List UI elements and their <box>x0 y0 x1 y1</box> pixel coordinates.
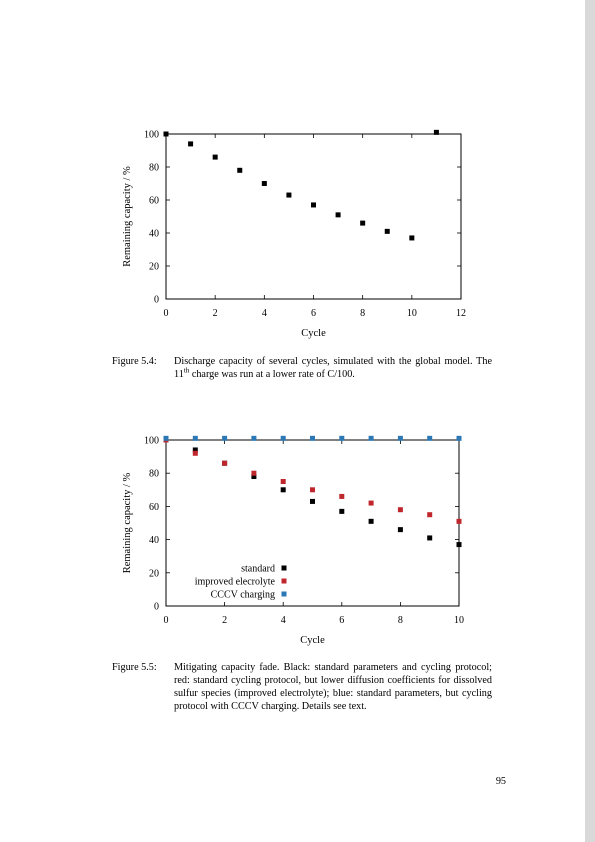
page-edge <box>585 0 595 842</box>
data-point <box>251 435 257 441</box>
x-tick-label: 0 <box>164 615 169 626</box>
data-point <box>397 527 403 533</box>
plot-frame <box>165 133 462 300</box>
y-tick-label: 80 <box>149 469 159 480</box>
data-point <box>427 512 433 518</box>
x-axis-label: Cycle <box>301 328 326 339</box>
y-tick-label: 100 <box>144 130 159 141</box>
y-axis-label: Remaining capacity / % <box>122 472 133 573</box>
data-point <box>286 192 292 198</box>
data-point <box>310 435 315 441</box>
x-tick-label: 10 <box>454 615 464 626</box>
data-point <box>280 487 286 493</box>
data-point <box>339 508 345 514</box>
legend-marker <box>281 565 287 571</box>
figure-5-5-label: Figure 5.5: <box>112 662 157 673</box>
data-point <box>427 535 433 541</box>
legend-label: standard <box>241 564 275 575</box>
data-point <box>310 487 315 493</box>
y-tick-label: 100 <box>144 436 159 447</box>
data-point <box>212 154 218 160</box>
x-tick-label: 10 <box>407 308 417 319</box>
data-point <box>335 212 341 218</box>
data-point <box>280 479 286 484</box>
data-point <box>456 435 462 441</box>
data-point <box>311 202 316 208</box>
x-tick-label: 6 <box>339 615 344 626</box>
data-point <box>188 141 194 147</box>
x-tick-label: 8 <box>398 615 403 626</box>
caption-text-part: Discharge capacity of several cycles, si… <box>174 356 492 380</box>
data-point <box>397 507 403 513</box>
x-tick-label: 2 <box>213 308 218 319</box>
figure-5-4-chart: 0 2 4 6 8 10 12 0 20 40 60 80 100 Cycle Remaining capa… <box>122 129 466 340</box>
data-point <box>339 435 345 441</box>
y-tick-label: 80 <box>149 163 159 174</box>
figure-5-5-caption: Figure 5.5: Mitigating capacity fade. Bl… <box>112 661 492 713</box>
y-tick-label: 0 <box>154 602 159 613</box>
data-point <box>280 435 286 441</box>
data-point <box>163 131 169 137</box>
data-point <box>368 500 374 506</box>
figure-5-4-label: Figure 5.4: <box>112 356 157 367</box>
data-point <box>409 235 415 241</box>
data-point <box>456 518 462 524</box>
data-point <box>368 518 374 524</box>
data-point <box>368 435 374 441</box>
x-tick-label: 8 <box>360 308 365 319</box>
data-point <box>192 447 198 453</box>
y-tick-label: 60 <box>149 502 159 513</box>
y-tick-label: 0 <box>154 295 159 306</box>
y-tick-label: 40 <box>149 229 159 240</box>
data-point <box>192 450 198 456</box>
caption-text-part: charge was run at a lower rate of C/100. <box>189 369 355 380</box>
x-tick-label: 0 <box>164 308 169 319</box>
data-point <box>261 181 267 186</box>
data-point <box>433 129 439 135</box>
data-point <box>192 435 198 441</box>
data-point <box>339 493 345 499</box>
x-tick-label: 2 <box>222 615 227 626</box>
data-point <box>251 470 257 476</box>
y-tick-label: 20 <box>149 568 159 579</box>
data-point <box>427 435 433 441</box>
data-point <box>384 228 390 234</box>
data-point <box>251 474 257 480</box>
data-point <box>222 435 228 441</box>
x-axis-label: Cycle <box>300 635 325 646</box>
data-point <box>222 460 228 466</box>
page-number: 95 <box>495 776 506 787</box>
figure-5-4-text: Discharge capacity of several cycles, si… <box>174 355 492 381</box>
x-tick-label: 4 <box>281 615 286 626</box>
data-point <box>237 167 243 173</box>
y-axis-label: Remaining capacity / % <box>122 166 133 267</box>
x-tick-label: 4 <box>262 308 267 319</box>
y-tick-label: 20 <box>149 262 159 273</box>
y-tick-label: 60 <box>149 196 159 207</box>
figure-5-4-caption: Figure 5.4: Discharge capacity of severa… <box>112 355 492 381</box>
y-tick-label: 40 <box>149 535 159 546</box>
data-point <box>397 435 403 441</box>
caption-superscript: th <box>183 366 190 375</box>
data-point <box>310 498 315 504</box>
x-tick-label: 6 <box>311 308 316 319</box>
legend-label: CCCV charging <box>211 590 275 601</box>
data-point <box>163 435 169 441</box>
legend-marker <box>281 578 287 584</box>
x-tick-label: 12 <box>456 308 466 319</box>
legend-marker <box>281 591 287 597</box>
data-point <box>456 542 462 548</box>
legend-label: improved elecrolyte <box>195 577 276 588</box>
data-point <box>360 220 366 226</box>
figure-5-5-text: Mitigating capacity fade. Black: standar… <box>174 662 492 712</box>
